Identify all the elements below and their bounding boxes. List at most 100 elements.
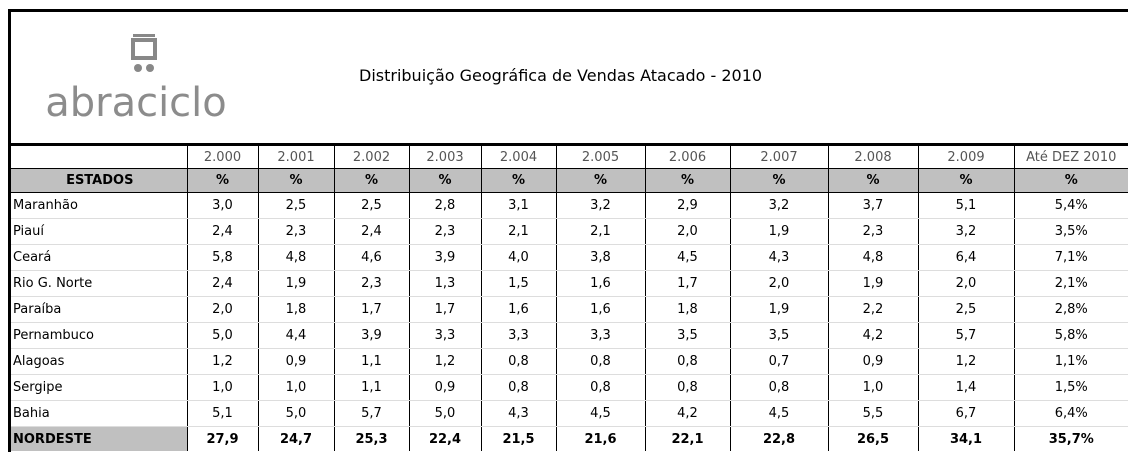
- value-cell: 1,6: [555, 296, 645, 323]
- total-value: 22,8: [729, 426, 828, 451]
- value-cell: 4,2: [644, 400, 730, 427]
- value-cell: 0,8: [555, 348, 645, 375]
- value-cell: 1,1: [333, 374, 409, 401]
- unit-header: %: [644, 168, 730, 193]
- data-row: Piauí 2,4 2,3 2,4 2,3 2,1 2,1 2,0 1,9 2,3 3,2 3,5%: [11, 218, 1128, 245]
- year-header: 2.007: [729, 145, 828, 169]
- value-cell: 2,2: [827, 296, 918, 323]
- value-cell: 4,5: [729, 400, 828, 427]
- value-cell: 2,3: [257, 218, 334, 245]
- total-value: 21,6: [555, 426, 645, 451]
- value-cell: 5,1: [186, 400, 258, 427]
- value-cell: 3,1: [480, 192, 556, 219]
- value-cell: 3,5%: [1013, 218, 1128, 245]
- year-header: 2.003: [408, 145, 481, 169]
- value-cell: 1,6: [555, 270, 645, 297]
- value-cell: 0,8: [644, 374, 730, 401]
- state-name: Maranhão: [11, 192, 187, 219]
- value-cell: 5,1: [917, 192, 1014, 219]
- value-cell: 1,9: [257, 270, 334, 297]
- value-cell: 2,0: [186, 296, 258, 323]
- state-name: Bahia: [11, 400, 187, 427]
- value-cell: 2,5: [257, 192, 334, 219]
- value-cell: 3,9: [333, 322, 409, 349]
- total-value: 35,7%: [1013, 426, 1128, 451]
- unit-header: %: [408, 168, 481, 193]
- data-row: Ceará 5,8 4,8 4,6 3,9 4,0 3,8 4,5 4,3 4,8 6,4 7,1%: [11, 244, 1128, 271]
- total-value: 22,4: [408, 426, 481, 451]
- value-cell: 4,3: [480, 400, 556, 427]
- unit-header: %: [729, 168, 828, 193]
- value-cell: 3,3: [408, 322, 481, 349]
- value-cell: 5,7: [917, 322, 1014, 349]
- value-cell: 3,9: [408, 244, 481, 271]
- value-cell: 3,2: [729, 192, 828, 219]
- logo-text: abraciclo: [45, 80, 227, 126]
- value-cell: 3,2: [917, 218, 1014, 245]
- unit-row: ESTADOS%%%%%%%%%%%: [11, 168, 1128, 193]
- value-cell: 0,7: [729, 348, 828, 375]
- value-cell: 4,0: [480, 244, 556, 271]
- value-cell: 1,6: [480, 296, 556, 323]
- data-row: Bahia 5,1 5,0 5,7 5,0 4,3 4,5 4,2 4,5 5,5 6,7 6,4%: [11, 400, 1128, 427]
- value-cell: 1,2: [186, 348, 258, 375]
- value-cell: 1,4: [917, 374, 1014, 401]
- value-cell: 3,5: [644, 322, 730, 349]
- value-cell: 4,2: [827, 322, 918, 349]
- value-cell: 1,0: [257, 374, 334, 401]
- unit-header: %: [555, 168, 645, 193]
- total-label: NORDESTE: [11, 426, 187, 451]
- year-header: 2.002: [333, 145, 409, 169]
- year-header: 2.008: [827, 145, 918, 169]
- value-cell: 2,4: [186, 218, 258, 245]
- logo-icon: [134, 64, 142, 72]
- total-value: 24,7: [257, 426, 334, 451]
- value-cell: 2,1%: [1013, 270, 1128, 297]
- data-row: Pernambuco 5,0 4,4 3,9 3,3 3,3 3,3 3,5 3,5 4,2 5,7…: [11, 322, 1128, 349]
- total-value: 25,3: [333, 426, 409, 451]
- value-cell: 2,5: [917, 296, 1014, 323]
- title: Distribuição Geográfica de Vendas Atacad…: [359, 66, 763, 85]
- data-row: Paraíba 2,0 1,8 1,7 1,7 1,6 1,6 1,8 1,9 2,2 2,5 2,8…: [11, 296, 1128, 323]
- year-header: 2.005: [555, 145, 645, 169]
- value-cell: 0,9: [827, 348, 918, 375]
- value-cell: 3,2: [555, 192, 645, 219]
- data-table: 2.000 2.001 2.002 2.003 2.004 2.005 2.006 2.007…: [11, 145, 1128, 451]
- value-cell: 2,8%: [1013, 296, 1128, 323]
- states-header: ESTADOS: [11, 168, 187, 193]
- value-cell: 1,0: [186, 374, 258, 401]
- data-row: Rio G. Norte 2,4 1,9 2,3 1,3 1,5 1,6 1,7 2,0 1,9 2…: [11, 270, 1128, 297]
- value-cell: 0,8: [555, 374, 645, 401]
- value-cell: 2,1: [480, 218, 556, 245]
- value-cell: 4,8: [827, 244, 918, 271]
- year-header: 2.001: [257, 145, 334, 169]
- value-cell: 2,1: [555, 218, 645, 245]
- value-cell: 0,8: [644, 348, 730, 375]
- state-name: Sergipe: [11, 374, 187, 401]
- total-value: 34,1: [917, 426, 1014, 451]
- total-value: 22,1: [644, 426, 730, 451]
- total-value: 26,5: [827, 426, 918, 451]
- value-cell: 1,3: [408, 270, 481, 297]
- value-cell: 0,8: [480, 348, 556, 375]
- value-cell: 5,0: [186, 322, 258, 349]
- sheet: abraciclo Distribuição Geográfica de Ven…: [8, 9, 1128, 452]
- value-cell: 0,8: [729, 374, 828, 401]
- value-cell: 4,4: [257, 322, 334, 349]
- blank-cell: [11, 145, 188, 169]
- unit-header: %: [1013, 168, 1128, 193]
- value-cell: 4,6: [333, 244, 409, 271]
- value-cell: 2,4: [333, 218, 409, 245]
- value-cell: 4,5: [555, 400, 645, 427]
- value-cell: 7,1%: [1013, 244, 1128, 271]
- value-cell: 5,8: [186, 244, 258, 271]
- value-cell: 1,9: [827, 270, 918, 297]
- logo-icon: [133, 34, 155, 37]
- logo-icon: [131, 38, 157, 60]
- state-name: Ceará: [11, 244, 187, 271]
- value-cell: 1,0: [827, 374, 918, 401]
- value-cell: 1,7: [408, 296, 481, 323]
- value-cell: 3,8: [555, 244, 645, 271]
- value-cell: 5,8%: [1013, 322, 1128, 349]
